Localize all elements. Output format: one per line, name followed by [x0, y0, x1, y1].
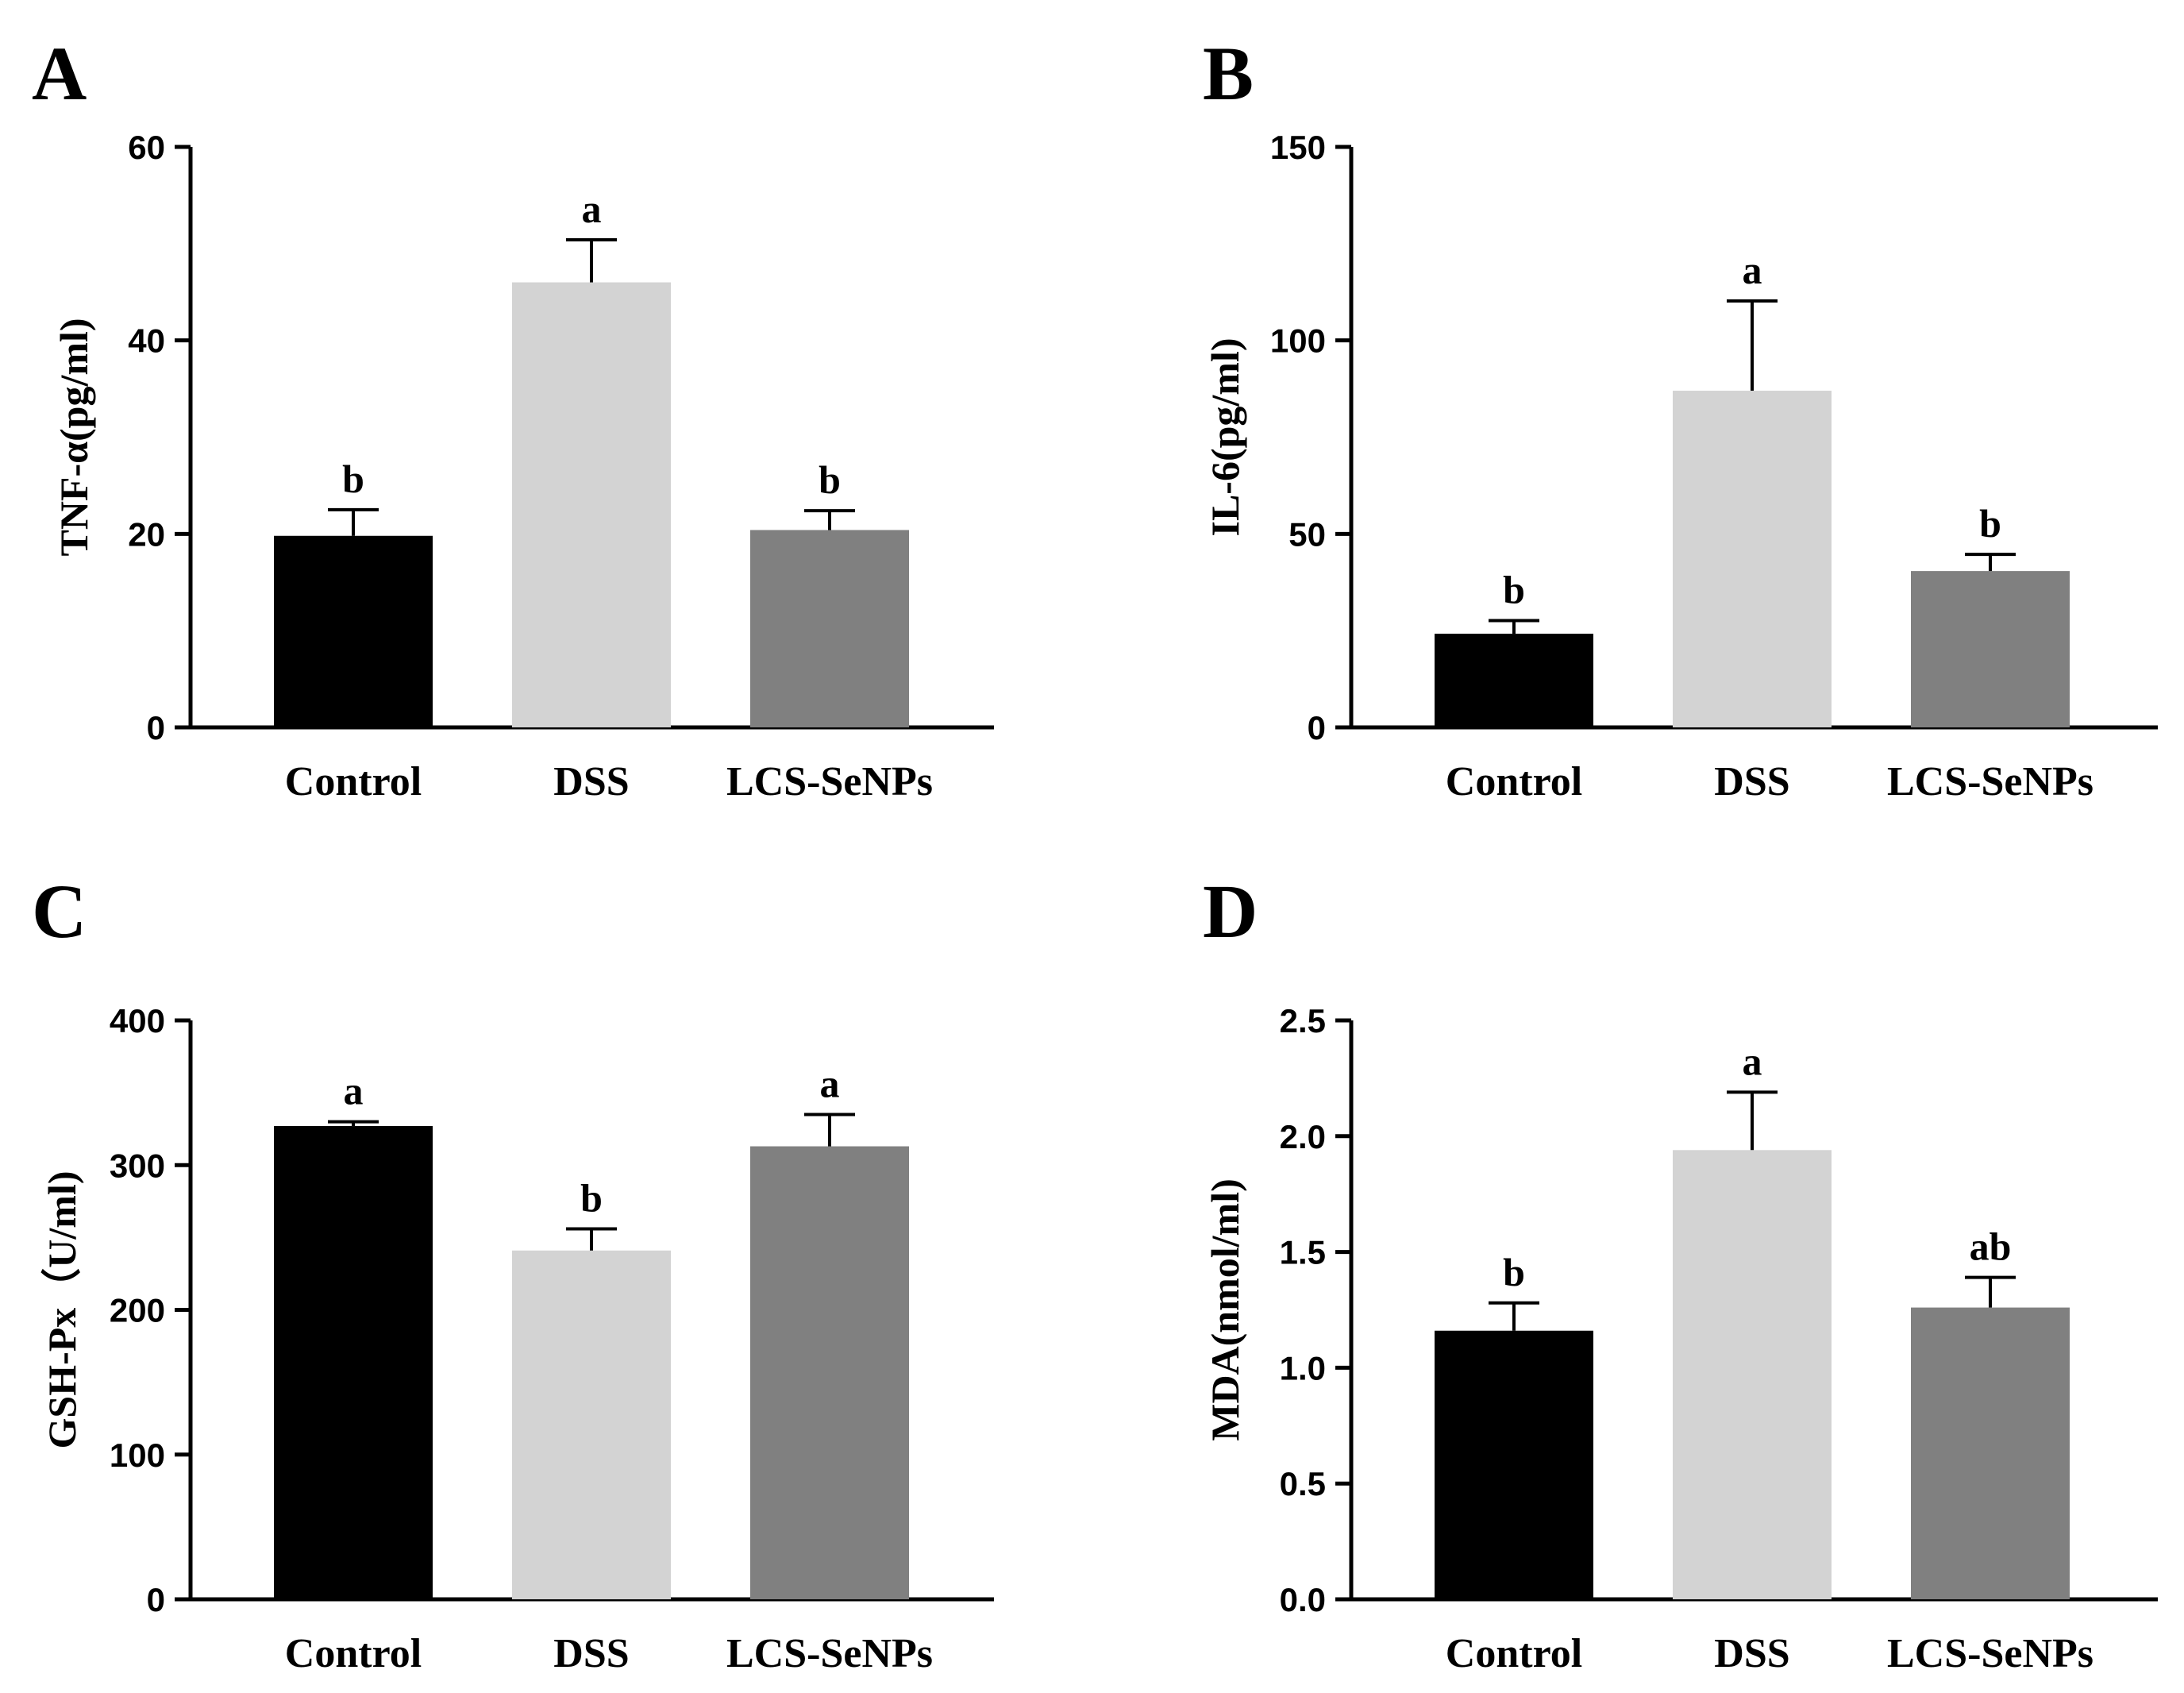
panel-c-category-label-control: Control [285, 1631, 422, 1676]
panel-d-category-label-control: Control [1446, 1631, 1582, 1676]
panel-d-y-tick-label: 0.0 [1280, 1581, 1326, 1618]
panel-a-error-bar-control [328, 507, 379, 536]
panel-b-y-tick-label: 50 [1288, 515, 1326, 553]
panel-c-bar-lcs-senps [750, 1146, 909, 1599]
panel-d-y-tick-label: 2.0 [1280, 1118, 1326, 1155]
panel-d-error-bar-control [1489, 1301, 1539, 1331]
panel-d-bar-lcs-senps [1911, 1307, 2070, 1599]
panel-b-category-label-lcs-senps: LCS-SeNPs [1887, 759, 2093, 804]
panel-b-error-bar-dss [1727, 299, 1778, 391]
panel-d-sig-label-control: b [1503, 1250, 1525, 1294]
panel-b-bar-lcs-senps [1911, 571, 2070, 727]
panel-a-error-bar-lcs-senps [804, 509, 855, 530]
panel-d-bar-dss [1673, 1150, 1832, 1599]
panel-a-sig-label-control: b [342, 457, 364, 501]
panel-a-category-label-lcs-senps: LCS-SeNPs [726, 759, 933, 804]
panel-d-sig-label-dss: a [1743, 1039, 1762, 1083]
panel-b-error-bar-lcs-senps [1965, 553, 2016, 572]
panel-b-letter: B [1203, 31, 1254, 116]
panel-b-bar-dss [1673, 391, 1832, 727]
panel-d-error-bar-lcs-senps [1965, 1275, 2016, 1308]
panel-b-category-label-control: Control [1446, 759, 1582, 804]
panel-b-y-tick-label: 150 [1270, 129, 1326, 166]
panel-a-y-tick-label: 20 [128, 515, 165, 553]
panel-d-y-label: MDA(nmol/ml) [1203, 1178, 1247, 1441]
panel-c-y-tick-label: 300 [110, 1147, 165, 1184]
panel-b-category-label-dss: DSS [1714, 759, 1789, 804]
panel-b: B 0 50 100 150 IL-6(pg/ml) b Control a DSS b LCS-Se… [1203, 31, 2158, 804]
panel-d-error-bar-dss [1727, 1090, 1778, 1151]
panel-c-sig-label-lcs-senps: a [820, 1061, 840, 1105]
panel-a-letter: A [32, 31, 87, 116]
panel-d-category-label-dss: DSS [1714, 1631, 1789, 1676]
panel-d-y-tick-label: 1.0 [1280, 1349, 1326, 1386]
panel-b-y-label: IL-6(pg/ml) [1203, 338, 1247, 537]
panel-b-bar-control [1435, 634, 1593, 727]
panel-b-sig-label-lcs-senps: b [1979, 501, 2001, 546]
panel-c: C 0 100 200 300 400 GSH-Px（U/ml) a Control b DSS a L… [32, 869, 994, 1676]
panel-c-error-bar-control [328, 1120, 379, 1127]
panel-a-error-bar-dss [566, 237, 617, 283]
panel-b-y-tick-label: 100 [1270, 322, 1326, 360]
panel-a-sig-label-dss: a [582, 187, 602, 231]
panel-d-letter: D [1203, 869, 1258, 954]
panel-c-y-label: GSH-Px（U/ml) [40, 1171, 84, 1449]
panel-a-y-tick-label: 60 [128, 129, 165, 166]
panel-a-sig-label-lcs-senps: b [819, 457, 841, 502]
panel-d-y-tick-label: 2.5 [1280, 1002, 1326, 1039]
panel-c-y-tick-label: 0 [147, 1581, 165, 1618]
panel-a-y-tick-label: 0 [147, 709, 165, 746]
panel-c-y-tick-label: 100 [110, 1437, 165, 1474]
panel-c-bar-dss [512, 1250, 671, 1599]
panel-a-y-label: TNF-α(pg/ml) [52, 318, 96, 556]
panel-a-category-label-dss: DSS [553, 759, 629, 804]
panel-d-sig-label-lcs-senps: ab [1970, 1224, 2012, 1269]
panel-a-bar-dss [512, 282, 671, 728]
panel-c-error-bar-dss [566, 1227, 617, 1251]
panel-d: D 0.0 0.5 1.0 1.5 2.0 2.5 MDA(nmol/ml) b Control a… [1203, 869, 2158, 1676]
panel-a-bar-control [274, 535, 433, 727]
panel-a-category-label-control: Control [285, 759, 422, 804]
panel-c-error-bar-lcs-senps [804, 1113, 855, 1147]
panel-c-sig-label-control: a [344, 1069, 364, 1113]
panel-c-letter: C [32, 869, 87, 954]
panel-d-y-tick-label: 0.5 [1280, 1465, 1326, 1502]
panel-d-bar-control [1435, 1330, 1593, 1599]
panel-c-category-label-dss: DSS [553, 1631, 629, 1676]
panel-b-sig-label-dss: a [1743, 248, 1762, 292]
panel-b-error-bar-control [1489, 619, 1539, 634]
panel-d-y-tick-label: 1.5 [1280, 1234, 1326, 1271]
panel-b-y-tick-label: 0 [1308, 709, 1326, 746]
panel-a-bar-lcs-senps [750, 530, 909, 727]
panel-d-category-label-lcs-senps: LCS-SeNPs [1887, 1631, 2093, 1676]
panel-c-sig-label-dss: b [580, 1175, 603, 1220]
panel-c-y-tick-label: 400 [110, 1002, 165, 1039]
panel-a-y-tick-label: 40 [128, 322, 165, 360]
panel-c-y-tick-label: 200 [110, 1292, 165, 1329]
panel-c-category-label-lcs-senps: LCS-SeNPs [726, 1631, 933, 1676]
panel-c-bar-control [274, 1126, 433, 1599]
panel-a: A 0 20 40 60 TNF-α(pg/ml) b Control a DSS b LCS-SeN… [32, 31, 994, 804]
panel-b-sig-label-control: b [1503, 567, 1525, 611]
